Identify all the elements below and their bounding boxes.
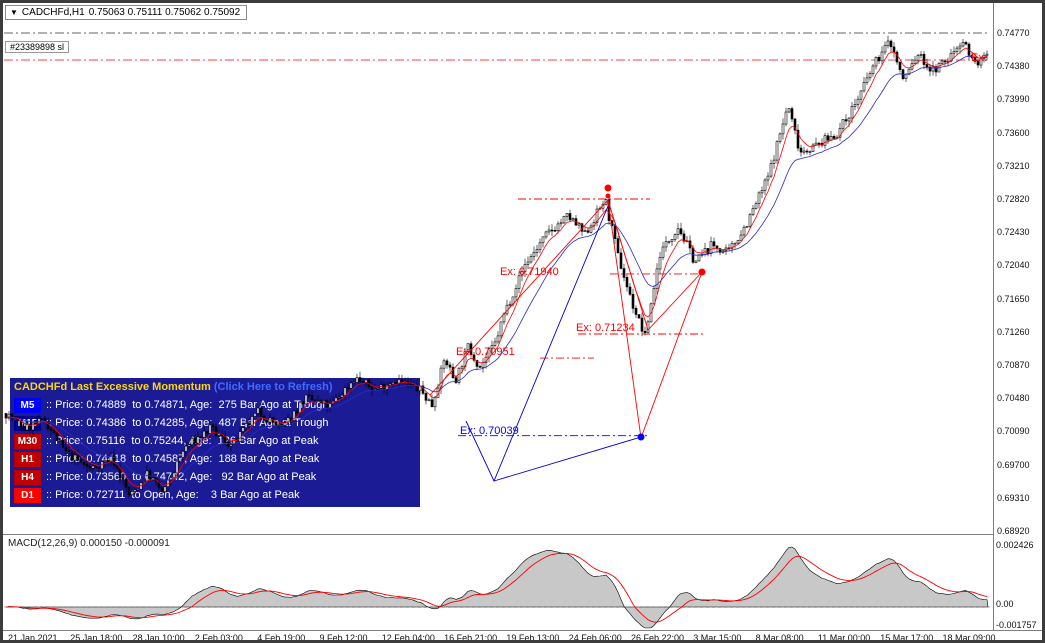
price-axis-label: 0.68920 [997, 526, 1030, 536]
stop-loss-order-label: #23389898 sl [5, 41, 70, 53]
momentum-row: M5:: Price: 0.74889 to 0.74871, Age: 275… [10, 396, 420, 414]
time-axis-label: 26 Feb 22:00 [631, 633, 685, 643]
price-axis-label: 0.73600 [997, 127, 1030, 138]
quote-ohlc-label: 0.75063 0.75111 0.75062 0.75092 [88, 7, 241, 18]
price-axis-label: 0.74380 [997, 61, 1030, 72]
momentum-row-text: :: Price: 0.72711 to Open, Age: 3 Bar Ag… [46, 489, 300, 501]
momentum-panel[interactable]: CADCHFd Last Excessive Momentum (Click H… [10, 378, 420, 507]
timeframe-badge: M5 [14, 397, 41, 413]
timeframe-badge: H1 [14, 451, 41, 467]
momentum-row-text: :: Price: 0.74889 to 0.74871, Age: 275 B… [46, 399, 329, 411]
momentum-row: D1:: Price: 0.72711 to Open, Age: 3 Bar … [10, 486, 420, 504]
time-axis-label: 3 Mar 15:00 [693, 633, 742, 643]
time-axis-label: 4 Feb 19:00 [257, 633, 306, 643]
price-axis-label: 0.74770 [997, 28, 1030, 38]
macd-panel-separator [0, 534, 993, 535]
price-axis-label: 0.73210 [997, 160, 1030, 171]
time-axis-label: 18 Mar 09:00 [942, 633, 996, 643]
price-axis-label: 0.72430 [997, 227, 1030, 238]
ex-annotation: Ex: 0.71940 [500, 266, 559, 278]
time-axis-label: 11 Mar 00:00 [817, 633, 871, 643]
time-axis-label: 16 Feb 21:00 [444, 633, 498, 643]
momentum-row: M30:: Price: 0.75116 to 0.75244, Age: 12… [10, 432, 420, 450]
timeframe-badge: H4 [14, 469, 41, 485]
momentum-row-text: :: Price: 0.74418 to 0.74587, Age: 188 B… [46, 453, 320, 465]
momentum-refresh-link[interactable]: (Click Here to Refresh) [213, 381, 333, 393]
price-axis-label: 0.69310 [997, 492, 1030, 503]
time-axis-label: 8 Mar 08:00 [755, 633, 804, 643]
price-axis-label: 0.69700 [997, 459, 1030, 470]
macd-scale-zero: 0.00 [996, 599, 1014, 609]
timeframe-badge: M15 [14, 415, 41, 431]
time-axis-label: 12 Feb 04:00 [381, 633, 435, 643]
momentum-panel-title[interactable]: CADCHFd Last Excessive Momentum (Click H… [10, 379, 420, 396]
chart-dropdown-icon[interactable]: ▼ [10, 7, 18, 17]
time-axis-label: 28 Jan 10:00 [132, 633, 185, 643]
time-axis-label: 19 Feb 13:00 [506, 633, 560, 643]
time-axis-label: 24 Feb 06:00 [568, 633, 622, 643]
time-axis-label: 9 Feb 12:00 [319, 633, 368, 643]
time-axis-label: 2 Feb 03:00 [194, 633, 243, 643]
price-axis-label: 0.70480 [997, 393, 1030, 404]
macd-indicator-label: MACD(12,26,9) 0.000150 -0.000091 [8, 538, 170, 549]
timeframe-badge: D1 [14, 487, 41, 503]
momentum-row: H4:: Price: 0.73560 to 0.74742, Age: 92 … [10, 468, 420, 486]
price-axis-label: 0.70870 [997, 360, 1030, 370]
macd-scale-min: -0.001757 [996, 620, 1037, 630]
price-axis-label: 0.71650 [997, 293, 1030, 304]
price-axis-label: 0.70090 [997, 426, 1030, 437]
ex-annotation: Ex: 0.71234 [576, 322, 635, 334]
momentum-rows: M5:: Price: 0.74889 to 0.74871, Age: 275… [10, 396, 420, 504]
ex-annotation: Ex: 0.70039 [460, 425, 519, 437]
symbol-timeframe-label: CADCHFd,H1 [21, 7, 85, 18]
ex-annotation: Ex: 0.70951 [456, 346, 515, 358]
timeframe-badge: M30 [14, 433, 41, 449]
time-axis-label: 21 Jan 2021 [8, 633, 58, 643]
momentum-row: H1:: Price: 0.74418 to 0.74587, Age: 188… [10, 450, 420, 468]
price-axis-label: 0.71260 [997, 326, 1030, 337]
time-axis-label: 15 Mar 17:00 [880, 633, 934, 643]
momentum-row-text: :: Price: 0.75116 to 0.75244, Age: 126 B… [46, 435, 319, 447]
chart-title-box: ▼ CADCHFd,H1 0.75063 0.75111 0.75062 0.7… [5, 5, 248, 20]
momentum-row-text: :: Price: 0.74386 to 0.74285, Age: 487 B… [46, 417, 329, 429]
time-axis-separator [0, 630, 1045, 631]
momentum-row-text: :: Price: 0.73560 to 0.74742, Age: 92 Ba… [46, 471, 317, 483]
macd-scale-max: 0.002426 [996, 540, 1034, 550]
price-scale-separator [993, 3, 994, 630]
price-axis-label: 0.73990 [997, 94, 1030, 105]
price-axis-label: 0.72820 [997, 194, 1030, 204]
momentum-title-text: CADCHFd Last Excessive Momentum [14, 381, 214, 393]
price-axis-label: 0.72040 [997, 260, 1030, 271]
ex-annotation: Ex: [971, 52, 987, 64]
momentum-row: M15:: Price: 0.74386 to 0.74285, Age: 48… [10, 414, 420, 432]
time-axis-label: 25 Jan 18:00 [70, 633, 123, 643]
